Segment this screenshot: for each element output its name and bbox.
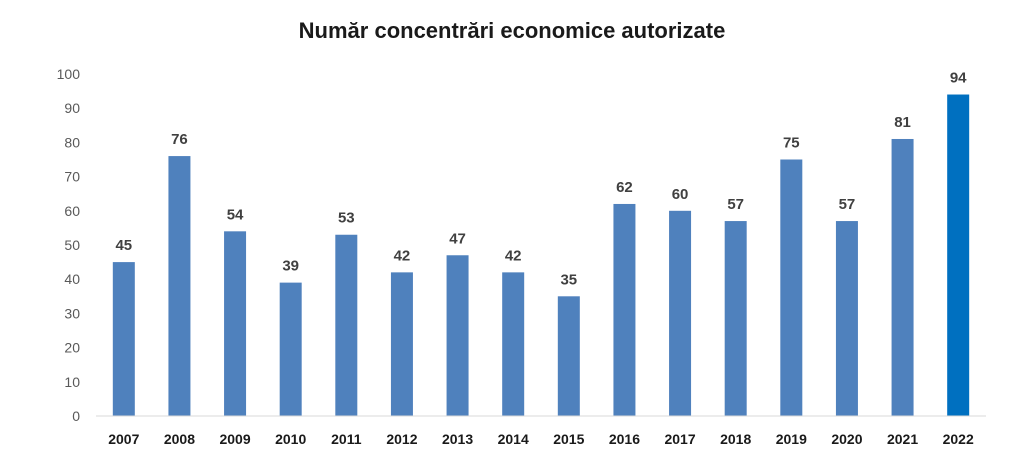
data-label-2012: 42 [394,247,411,264]
data-label-2020: 57 [839,196,856,213]
y-tick-label: 30 [64,305,80,321]
x-tick-label: 2021 [887,431,918,447]
bar-2016 [613,203,636,416]
x-tick-label: 2020 [831,431,862,447]
x-tick-label: 2010 [275,431,306,447]
data-label-2016: 62 [616,179,633,196]
bar-2007 [112,262,135,416]
x-tick-label: 2016 [609,431,640,447]
bar-2022 [947,94,970,417]
data-label-2009: 54 [227,206,244,223]
y-tick-label: 100 [57,66,81,82]
x-axis: 2007 2008 2009 2010 2011 2012 2013 2014 2015 2016… [96,415,986,447]
x-tick-label: 2015 [553,431,584,447]
y-tick-label: 10 [64,374,80,390]
bar-2008 [168,156,191,416]
chart-title: Număr concentrări economice autorizate [298,18,726,43]
bar-2010 [279,282,302,416]
bar-2012 [390,272,413,416]
x-tick-label: 2022 [943,431,974,447]
data-label-2022: 94 [950,70,967,87]
bars [112,94,970,417]
x-tick-label: 2012 [386,431,417,447]
data-label-2014: 42 [505,247,522,264]
y-tick-label: 50 [64,237,80,253]
y-tick-label: 60 [64,203,80,219]
x-tick-label: 2013 [442,431,473,447]
x-tick-label: 2017 [664,431,695,447]
data-label-2013: 47 [449,230,466,247]
y-tick-label: 40 [64,271,80,287]
data-label-2017: 60 [672,186,689,203]
bar-2018 [724,221,747,416]
data-label-2011: 53 [338,210,355,227]
bar-2011 [335,234,358,416]
data-label-2018: 57 [727,196,744,213]
bar-2009 [224,231,247,416]
x-tick-label: 2009 [219,431,250,447]
data-label-2007: 45 [115,237,132,254]
bar-2014 [502,272,525,416]
data-label-2021: 81 [894,114,911,131]
x-tick-label: 2007 [108,431,139,447]
bar-2013 [446,255,469,416]
data-label-2019: 75 [783,135,800,152]
data-label-2008: 76 [171,131,188,148]
y-tick-label: 20 [64,340,80,356]
data-label-2010: 39 [282,258,299,275]
y-tick-label: 80 [64,134,80,150]
data-label-2015: 35 [560,271,577,288]
bar-2021 [891,138,914,417]
y-tick-label: 70 [64,169,80,185]
bar-2015 [557,296,580,416]
y-tick-label: 90 [64,100,80,116]
bar-2019 [780,159,803,416]
y-tick-label: 0 [72,408,80,424]
x-tick-label: 2014 [498,431,529,447]
bar-2020 [835,221,858,416]
data-labels: 45 76 54 39 53 42 47 42 35 62 60 57 75 57 81 94 [115,70,967,289]
x-tick-label: 2011 [331,431,362,447]
bar-2017 [669,210,692,416]
x-tick-label: 2018 [720,431,751,447]
x-tick-label: 2008 [164,431,195,447]
y-axis: 0 10 20 30 40 50 60 70 80 90 100 [57,66,81,424]
x-tick-label: 2019 [776,431,807,447]
